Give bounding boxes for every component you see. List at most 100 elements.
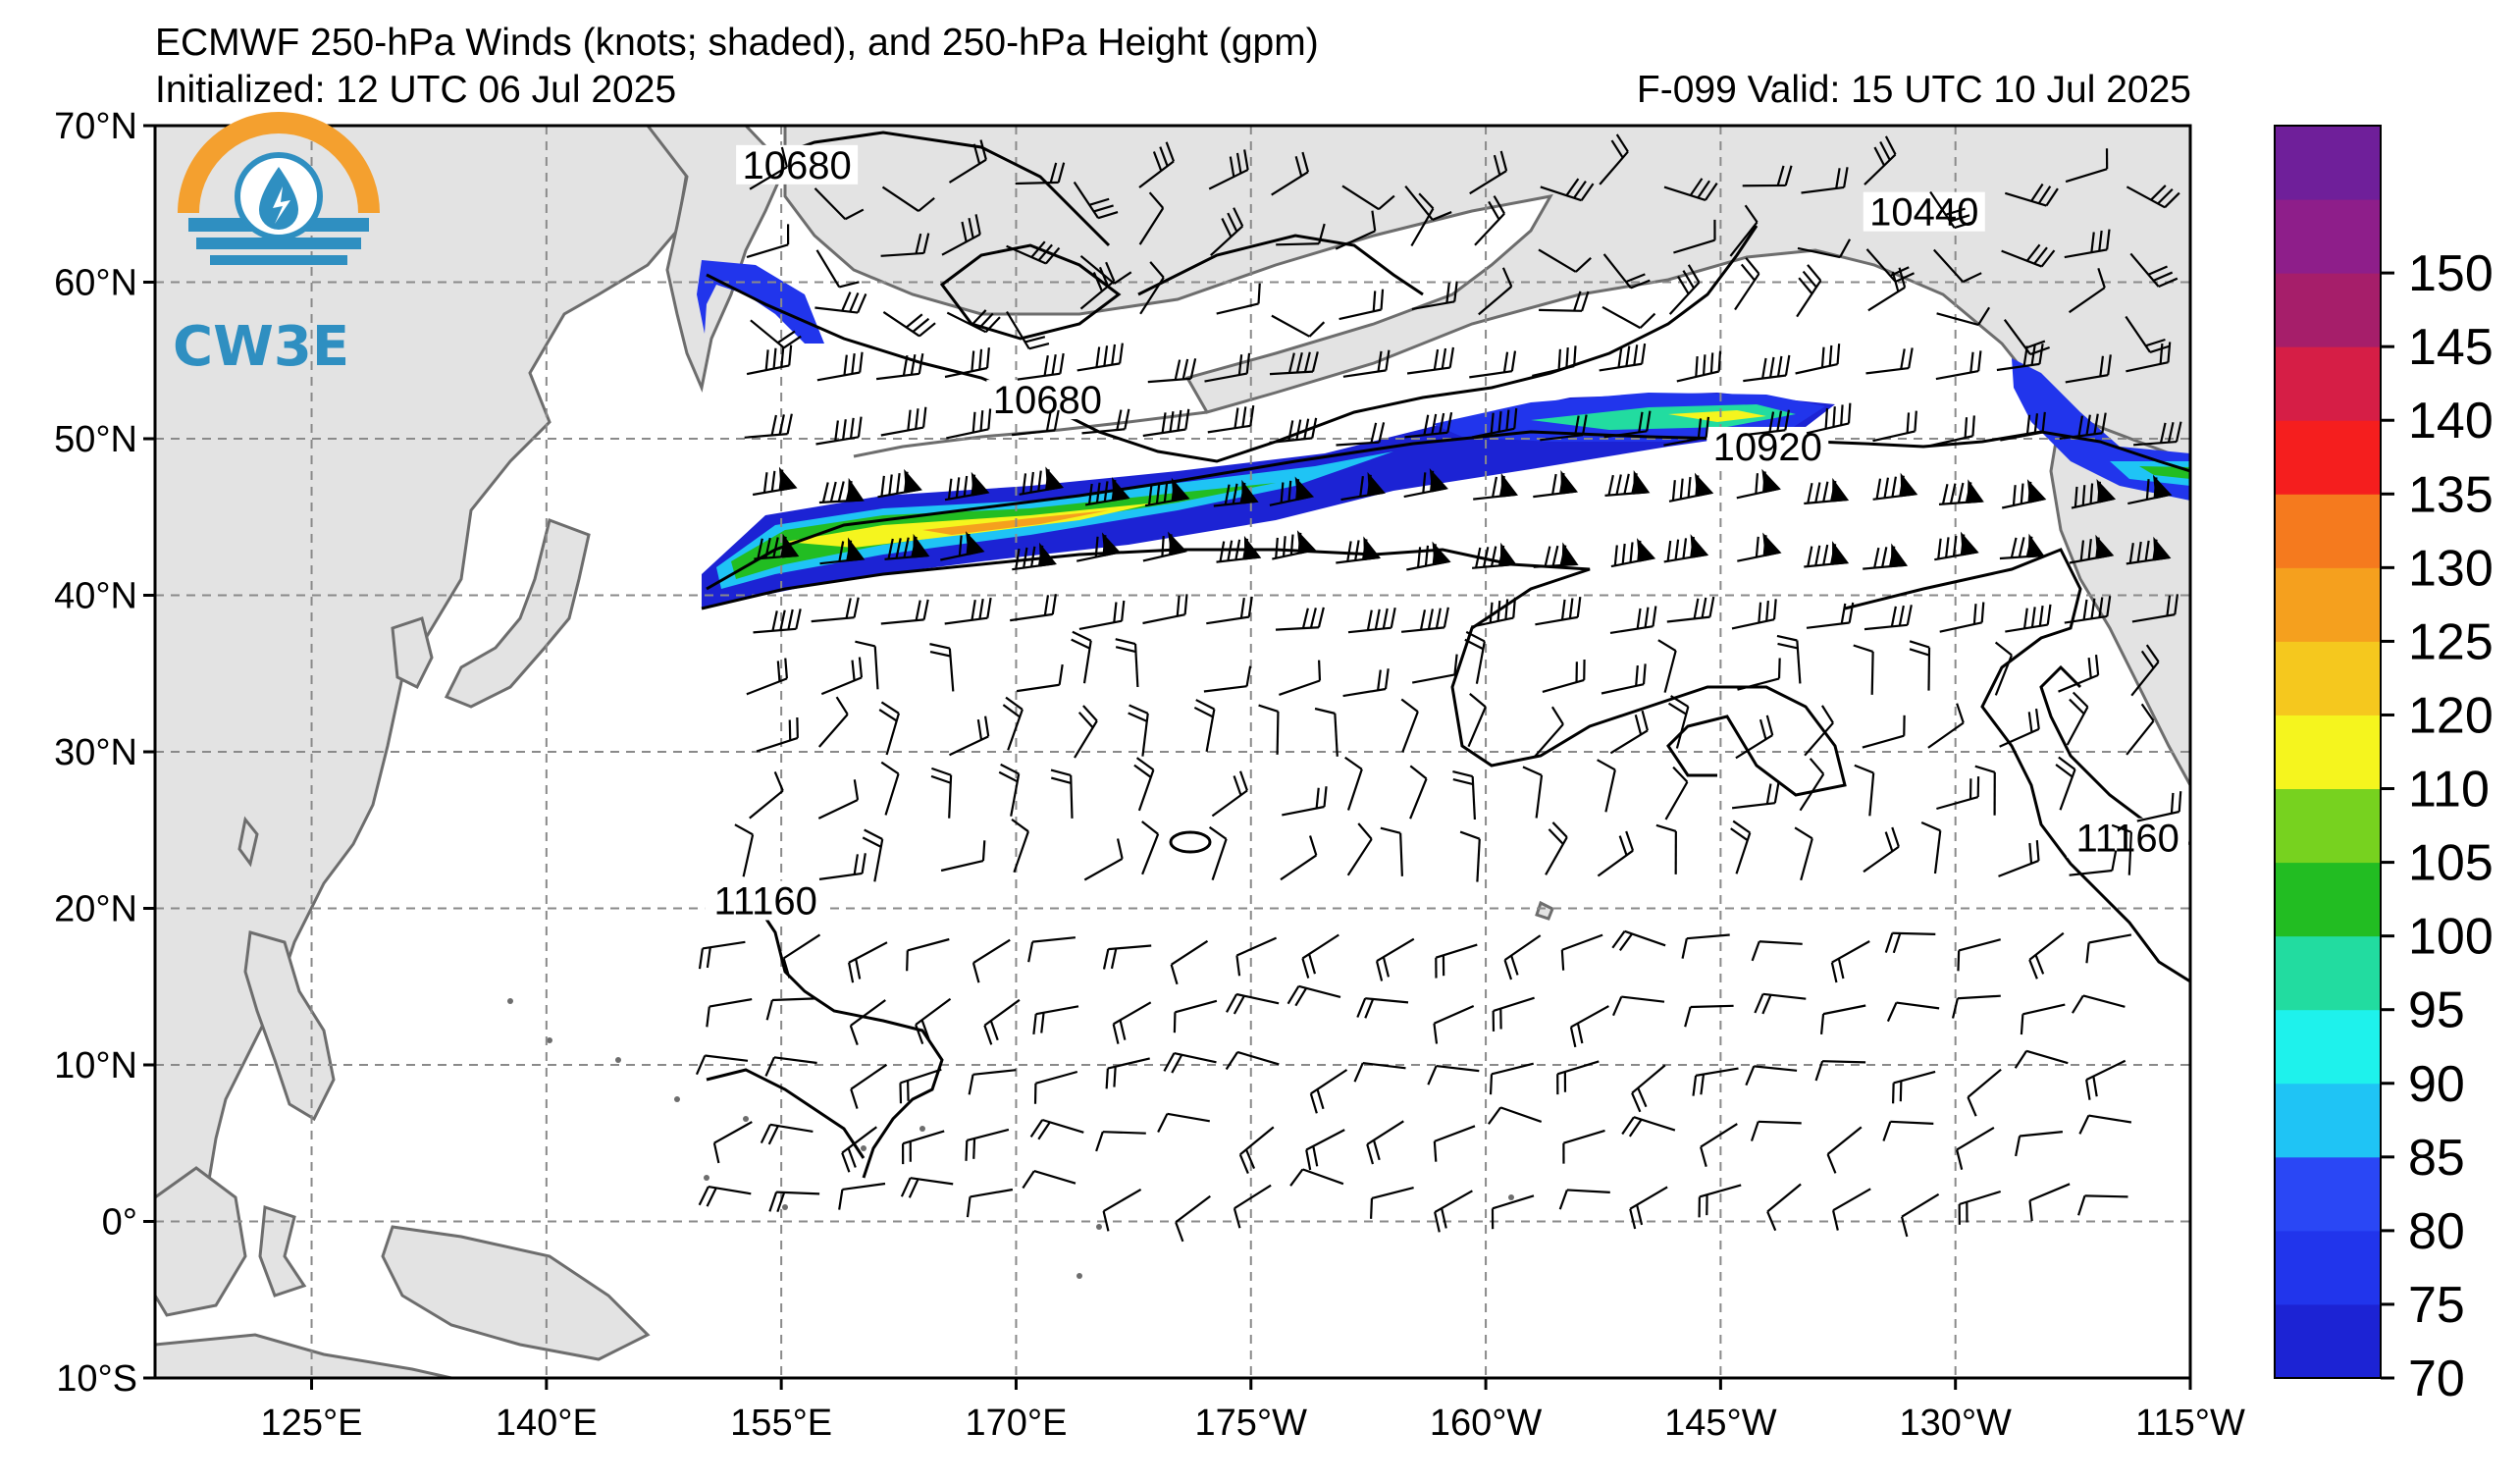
wind-barb <box>1128 704 1149 757</box>
wind-barb <box>2077 1194 2128 1216</box>
wind-barb <box>1956 1126 1995 1170</box>
wind-barb <box>1427 1064 1480 1086</box>
wind-barb <box>1751 940 1803 962</box>
wind-barb <box>2005 604 2052 633</box>
wind-barb <box>1742 165 1793 187</box>
wind-barb <box>1142 408 1190 438</box>
wind-barb <box>814 291 867 314</box>
wind-barb <box>1599 343 1647 372</box>
wind-barb <box>1336 422 1386 447</box>
wind-barb <box>1467 693 1487 748</box>
wind-barb <box>1737 532 1782 562</box>
wind-barb <box>1015 162 1066 185</box>
wind-barb <box>841 1126 877 1173</box>
land-hawaii <box>1535 900 1554 921</box>
wind-barb <box>1999 708 2040 748</box>
wind-barb <box>2071 479 2117 509</box>
wind-barb <box>878 701 901 756</box>
wind-barb <box>1309 1069 1348 1114</box>
wind-barb <box>817 696 849 748</box>
wind-barb <box>1731 782 1780 810</box>
wind-barb <box>746 224 790 259</box>
wind-barb <box>2125 315 2171 353</box>
wind-barb <box>2059 412 2107 440</box>
wind-barb <box>2127 474 2173 505</box>
wind-barb <box>2055 756 2076 811</box>
lon-tick-label: 170°E <box>965 1403 1067 1444</box>
colorbar-swatch <box>2275 1230 2381 1305</box>
contour-11160-west <box>706 902 944 1179</box>
wind-barb <box>1027 936 1076 963</box>
land-alaska <box>783 126 2190 463</box>
wind-barb <box>768 1191 820 1213</box>
wind-barb <box>900 1177 954 1198</box>
wind-barb <box>2069 534 2115 564</box>
wind-barb <box>1084 477 1130 506</box>
wind-barb <box>1353 1061 1406 1083</box>
wind-barb <box>1729 204 1759 257</box>
wind-barb <box>1657 639 1677 693</box>
wind-barb <box>1621 1116 1676 1138</box>
wind-barb <box>1610 538 1656 568</box>
wind-barb <box>1891 1070 1936 1104</box>
wind-barb <box>1142 594 1188 625</box>
colorbar-swatch <box>2275 641 2381 715</box>
wind-barb <box>944 471 990 502</box>
wind-barb <box>1269 351 1319 376</box>
wind-barb <box>1522 766 1544 819</box>
wind-barb <box>1079 261 1116 310</box>
wind-barb <box>1406 346 1455 375</box>
wind-barb <box>929 643 955 692</box>
wind-barb <box>1409 765 1428 820</box>
wind-barb <box>946 309 1001 334</box>
colorbar-swatch <box>2275 273 2381 347</box>
wind-barb <box>698 940 746 970</box>
lat-tick-label: 10°S <box>56 1358 137 1400</box>
wind-barb <box>1750 1120 1802 1141</box>
lon-tick-label: 160°W <box>1430 1403 1543 1444</box>
wind-barb <box>1601 663 1647 695</box>
colorbar-swatch <box>2275 1303 2381 1379</box>
wind-barb <box>1863 826 1900 874</box>
wind-barb <box>1655 823 1677 874</box>
wind-barb <box>1233 1184 1272 1229</box>
wind-barb <box>1471 407 1518 439</box>
wind-barb <box>850 1063 888 1109</box>
contour-label: 10680 <box>742 144 851 187</box>
land-japan <box>444 518 591 709</box>
wind-barb <box>1142 531 1187 562</box>
wind-barb <box>1010 594 1057 622</box>
wind-barb <box>2020 1003 2066 1035</box>
wind-barb <box>940 840 986 873</box>
wind-barb <box>1269 417 1318 445</box>
wind-barb <box>966 1188 1014 1218</box>
wind-barb <box>2015 1131 2064 1157</box>
wind-barb <box>1282 786 1328 817</box>
wind-barb <box>1745 1065 1798 1086</box>
wind-barb <box>2065 354 2112 384</box>
wind-barb <box>2126 536 2172 565</box>
wind-barb <box>1492 996 1535 1032</box>
wind-barb <box>1341 185 1395 211</box>
wind-barb <box>1133 757 1155 812</box>
wind-barb <box>1271 151 1310 196</box>
logo-ring <box>178 112 380 214</box>
wind-barb <box>1819 1004 1866 1035</box>
wind-barb <box>1681 933 1730 959</box>
colorbar-tick-label: 90 <box>2408 1056 2465 1113</box>
wind-barb <box>1076 343 1124 372</box>
wind-barb <box>749 770 784 820</box>
wind-barb <box>877 468 922 499</box>
wind-barb <box>760 1123 814 1145</box>
wind-barb <box>882 310 936 338</box>
wind-barb <box>1406 541 1451 571</box>
wind-barb <box>818 853 866 880</box>
wind-barb <box>1801 167 1849 194</box>
wind-barb <box>2001 479 2047 509</box>
colorbar-tick-label: 75 <box>2408 1277 2465 1334</box>
wind-barb <box>1138 141 1176 188</box>
wind-barb <box>1974 765 1996 816</box>
wind-barb <box>1736 468 1781 500</box>
wind-barb <box>1734 257 1760 311</box>
